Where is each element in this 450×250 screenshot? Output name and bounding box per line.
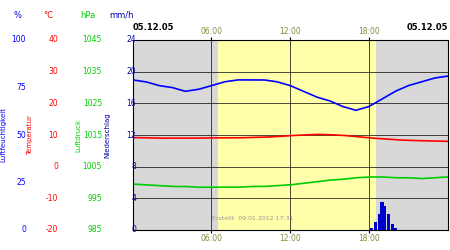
Bar: [391, 224, 394, 230]
Text: 0: 0: [131, 226, 136, 234]
Text: 25: 25: [16, 178, 26, 187]
Text: 1045: 1045: [83, 36, 102, 44]
Text: mm/h: mm/h: [110, 10, 134, 20]
Bar: [370, 228, 373, 230]
Bar: [387, 214, 390, 230]
Text: Erstellt: 09.01.2012 17:31: Erstellt: 09.01.2012 17:31: [212, 216, 293, 220]
Text: 75: 75: [16, 83, 26, 92]
Text: Luftfeuchtigkeit: Luftfeuchtigkeit: [0, 108, 6, 162]
Bar: [381, 202, 384, 230]
Bar: [378, 214, 381, 230]
Text: 100: 100: [12, 36, 26, 44]
Text: 20: 20: [49, 99, 58, 108]
Text: 1025: 1025: [83, 99, 102, 108]
Text: 1005: 1005: [83, 162, 102, 171]
Text: 1035: 1035: [83, 67, 102, 76]
Text: -20: -20: [45, 226, 58, 234]
Text: 50: 50: [16, 130, 26, 140]
Bar: [218, 40, 297, 230]
Text: 16: 16: [126, 99, 136, 108]
Text: 0: 0: [21, 226, 26, 234]
Text: 995: 995: [87, 194, 102, 203]
Bar: [383, 206, 387, 230]
Text: -10: -10: [45, 194, 58, 203]
Text: 0: 0: [53, 162, 58, 171]
Text: 8: 8: [131, 162, 136, 171]
Text: 4: 4: [131, 194, 136, 203]
Text: 05.12.05: 05.12.05: [133, 24, 174, 32]
Text: Niederschlag: Niederschlag: [104, 112, 110, 158]
Text: 985: 985: [87, 226, 102, 234]
Text: Luftdruck: Luftdruck: [75, 118, 81, 152]
Text: 05.12.05: 05.12.05: [406, 24, 448, 32]
Bar: [297, 40, 376, 230]
Bar: [394, 228, 397, 230]
Text: 10: 10: [49, 130, 58, 140]
Bar: [374, 222, 377, 230]
Text: Temperatur: Temperatur: [27, 115, 33, 155]
Text: 30: 30: [48, 67, 58, 76]
Text: 1015: 1015: [83, 130, 102, 140]
Text: %: %: [14, 10, 22, 20]
Text: 40: 40: [48, 36, 58, 44]
Text: hPa: hPa: [81, 10, 95, 20]
Text: 20: 20: [126, 67, 136, 76]
Text: °C: °C: [43, 10, 53, 20]
Text: 24: 24: [126, 36, 136, 44]
Text: 12: 12: [126, 130, 136, 140]
